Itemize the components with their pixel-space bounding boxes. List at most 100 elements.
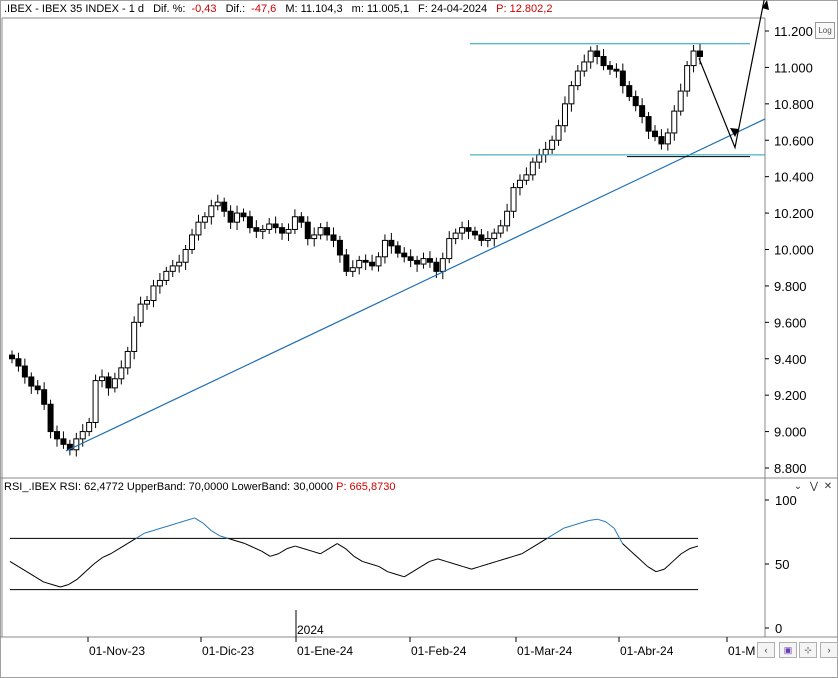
candle-body [478,234,485,241]
rsi-line-segment [152,527,162,532]
arrowhead-down-icon [730,128,739,137]
candle-body [536,154,543,163]
rsi-line-segment [630,550,640,560]
candle-body [266,223,273,230]
candle-body [253,227,260,232]
candle-body [639,105,646,118]
candle-body [298,216,305,223]
dif-pct-label: Dif. %: [153,3,186,15]
candle-body [504,210,511,227]
candle-body [144,299,151,305]
chevron-down-icon[interactable]: ⌄ [793,481,803,492]
rsi-line-segment [9,561,19,567]
candle-body [356,259,363,269]
candle-body [279,227,286,234]
rsi-line-segment [60,584,69,588]
chevron-double-down-icon[interactable]: ⋁ [809,481,819,492]
rsi-line-segment [555,527,565,534]
candle-body [594,50,601,57]
rsi-line-segment [672,553,682,562]
rsi-line-segment [43,581,53,585]
year-marker-label: 2024 [297,623,324,637]
candle-body [156,279,163,287]
candle-body [349,267,356,272]
candle-body [549,139,556,150]
rsi-line-segment [462,566,472,570]
log-scale-button[interactable]: Log [815,22,835,39]
candle-body [28,376,35,387]
arrowhead-up-icon [762,0,769,10]
date-tick-label: 01-Feb-24 [411,644,467,658]
rsi-line-segment [437,558,447,562]
rsi-line-segment [689,545,699,550]
rsi-line-segment [261,550,271,557]
rsi-line-segment [169,522,178,527]
save-icon[interactable]: ▣ [779,642,797,658]
rsi-line-segment [311,550,321,555]
rsi-line-segment [144,530,153,534]
candle-body [510,187,517,212]
candle-body [47,403,54,433]
candle-body [41,389,48,405]
candle-body [568,85,575,105]
date-tick-label: 01-Nov-23 [89,644,145,658]
rsi-line-segment [513,553,522,557]
rsi-line-segment [345,548,355,557]
price-tick-label: 9.200 [774,388,807,403]
candle-body [201,216,208,223]
date-tick-label: 01-M [728,644,755,658]
candle-body [574,70,581,87]
candle-body [124,350,131,369]
rsi-line-segment [353,555,363,562]
rsi-line-segment [504,555,514,560]
candle-body [221,201,228,212]
rsi-upper: UpperBand: 70,0000 [126,481,229,493]
close-icon[interactable]: ✕ [823,481,833,492]
rsi-line-segment [85,563,95,573]
rsi-line-segment [412,566,422,573]
candle-body [420,258,427,265]
candle-body [73,438,80,451]
candle-body [471,230,478,236]
candle-body [150,285,157,301]
zoom-icon[interactable]: ⊹ [799,642,817,658]
rsi-tick-label: 50 [775,557,789,572]
rsi-name: RSI_.IBEX [4,481,57,493]
rsi-line-segment [68,578,78,585]
candle-body [375,256,382,267]
candle-body [516,179,523,189]
candle-body [259,228,266,232]
rsi-line-segment [521,548,531,555]
rsi-line-segment [303,548,313,552]
candle-body [240,212,247,218]
candle-body [291,216,298,230]
candle-body [394,245,401,254]
candle-body [497,225,504,234]
candle-body [169,265,176,272]
candle-body [362,259,369,263]
rsi-header: RSI_.IBEX RSI: 62,4772 UpperBand: 70,000… [1,479,395,495]
candle-body [452,232,459,240]
candle-body [176,261,183,267]
rsi-line-segment [219,535,229,539]
price-tick-label: 9.000 [774,425,807,440]
candle-body [658,136,665,145]
price-tick-label: 9.600 [774,315,807,330]
candle-body [214,201,221,207]
chevron-left-icon[interactable]: ‹ [757,642,775,658]
candle-body [523,174,530,181]
rsi-line-segment [429,558,439,562]
candle-body [388,239,395,247]
rsi-line-segment [51,584,61,588]
candle-body [227,210,234,223]
candle-body [401,252,408,258]
price-tick-label: 8.800 [774,461,807,476]
rsi-line-segment [563,525,573,529]
candle-body [407,256,414,261]
candle-body [304,221,311,240]
rsi-line-segment [479,563,489,568]
candle-body [613,68,620,72]
candle-body [426,258,433,263]
date-tick-label: 01-Mar-24 [517,644,573,658]
